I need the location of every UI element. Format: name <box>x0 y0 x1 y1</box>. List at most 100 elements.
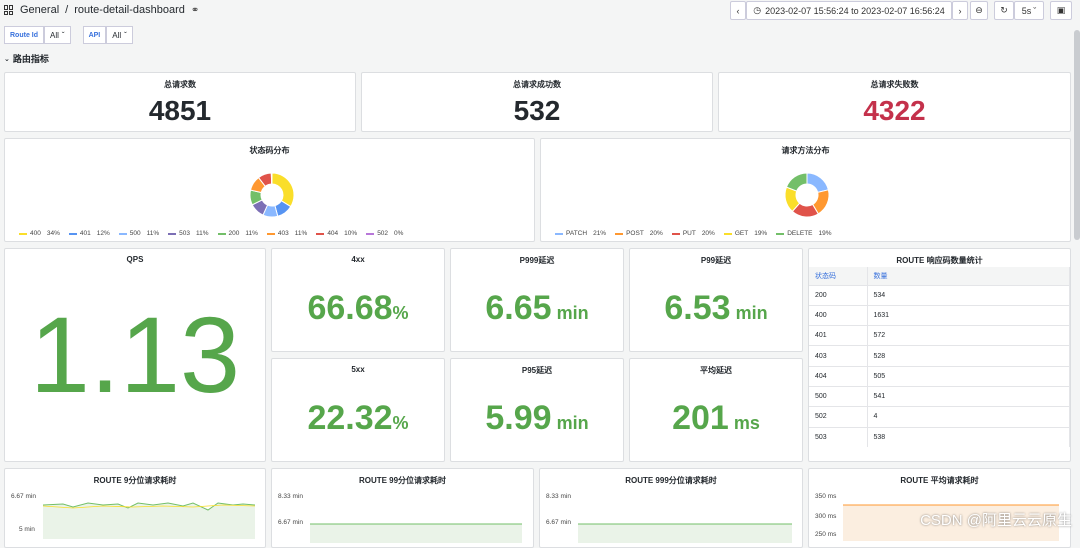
total-requests-panel: 总请求数 4851 <box>4 72 356 132</box>
avg-latency-unit: ms <box>729 413 760 433</box>
time-forward-button[interactable]: › <box>952 1 968 20</box>
breadcrumb-folder[interactable]: General <box>20 4 59 16</box>
panel-title: P95延迟 <box>451 365 623 376</box>
top-bar: General / route-detail-dashboard ⚭ ‹ ◷ 2… <box>0 0 1080 22</box>
refresh-button[interactable]: ↻ <box>994 1 1014 20</box>
breadcrumb: General / route-detail-dashboard ⚭ <box>4 4 199 16</box>
failed-requests-panel: 总请求失败数 4322 <box>718 72 1071 132</box>
refresh-interval-value: 5s <box>1022 6 1032 16</box>
avg-latency-panel: 平均延迟 201 ms <box>629 358 803 462</box>
legend-swatch <box>218 233 226 235</box>
y-tick-label: 8.33 min <box>278 493 303 500</box>
chevron-left-icon: ‹ <box>737 6 740 16</box>
success-requests-value: 532 <box>362 95 712 127</box>
failed-requests-value: 4322 <box>719 95 1070 127</box>
method-slice-patch[interactable] <box>807 173 828 192</box>
chevron-right-icon: › <box>959 6 962 16</box>
refresh-interval-select[interactable]: 5s ˇ <box>1014 1 1044 20</box>
legend-swatch <box>615 233 623 235</box>
api-value: All <box>112 31 121 40</box>
legend-label: GET <box>735 230 748 237</box>
panel-title: 状态码分布 <box>5 145 534 156</box>
dashboards-grid-icon[interactable] <box>4 5 14 15</box>
zoom-out-button[interactable]: ⊖ <box>970 1 988 20</box>
status-code-cell: 400 <box>809 305 867 325</box>
legend-item-200[interactable]: 200 11% <box>218 230 258 237</box>
chevron-down-icon: ˇ <box>124 31 127 40</box>
p9-latency-line <box>43 499 255 539</box>
count-cell: 505 <box>867 366 1070 386</box>
row-header[interactable]: ⌄ 路由指标 <box>4 52 49 65</box>
legend-swatch <box>168 233 176 235</box>
legend-swatch <box>19 233 27 235</box>
count-cell: 528 <box>867 346 1070 366</box>
count-cell: 534 <box>867 285 1070 305</box>
status-code-cell: 404 <box>809 366 867 386</box>
page-scrollbar[interactable] <box>1074 30 1080 240</box>
legend-label: 502 <box>377 230 388 237</box>
y-tick-label: 6.67 min <box>278 519 303 526</box>
legend-label: 200 <box>229 230 240 237</box>
column-header-status-code[interactable]: 状态码 <box>809 267 867 285</box>
p95-value: 5.99 <box>485 399 551 437</box>
time-picker-button[interactable]: ◷ 2023-02-07 15:56:24 to 2023-02-07 16:5… <box>746 1 952 20</box>
legend-label: 404 <box>327 230 338 237</box>
p99-latency-timeseries-panel: ROUTE 99分位请求耗时 8.33 min 6.67 min <box>271 468 534 548</box>
legend-percent: 11% <box>245 230 258 237</box>
panel-title: 平均延迟 <box>630 365 802 376</box>
tv-mode-button[interactable]: ▣ <box>1050 1 1072 20</box>
panel-title: 请求方法分布 <box>541 145 1070 156</box>
count-cell: 572 <box>867 326 1070 346</box>
avg-latency-value: 201 <box>672 399 729 437</box>
legend-swatch <box>69 233 77 235</box>
panel-title: 总请求数 <box>5 79 355 90</box>
p99-latency-line <box>310 523 522 543</box>
dashboard-title[interactable]: route-detail-dashboard <box>74 4 185 16</box>
p99-value: 6.53 <box>664 289 730 327</box>
chevron-down-icon: ˇ <box>62 31 65 40</box>
panel-title: ROUTE 响应码数量统计 <box>809 255 1070 266</box>
y-tick-label: 300 ms <box>815 513 836 520</box>
route-id-label: Route Id <box>4 26 44 44</box>
p999-latency-line <box>578 523 792 543</box>
share-icon[interactable]: ⚭ <box>191 5 199 16</box>
legend-percent: 11% <box>295 230 308 237</box>
panel-title: 4xx <box>272 255 444 264</box>
status-code-cell: 500 <box>809 386 867 406</box>
route-id-value: All <box>50 31 59 40</box>
column-header-count[interactable]: 数量 <box>867 267 1070 285</box>
time-back-button[interactable]: ‹ <box>730 1 746 20</box>
legend-swatch <box>776 233 784 235</box>
legend-label: 503 <box>179 230 190 237</box>
chevron-down-icon: ˇ <box>1033 6 1036 16</box>
method-slice-delete[interactable] <box>786 173 807 191</box>
status-code-cell: 503 <box>809 427 867 447</box>
clock-icon: ◷ <box>753 5 761 16</box>
p99-unit: min <box>731 303 768 323</box>
time-range-label: 2023-02-07 15:56:24 to 2023-02-07 16:56:… <box>765 6 945 16</box>
5xx-value: 22.32 <box>307 399 392 437</box>
status-slice-502[interactable] <box>271 173 272 184</box>
y-tick-label: 250 ms <box>815 531 836 538</box>
p999-unit: min <box>552 303 589 323</box>
